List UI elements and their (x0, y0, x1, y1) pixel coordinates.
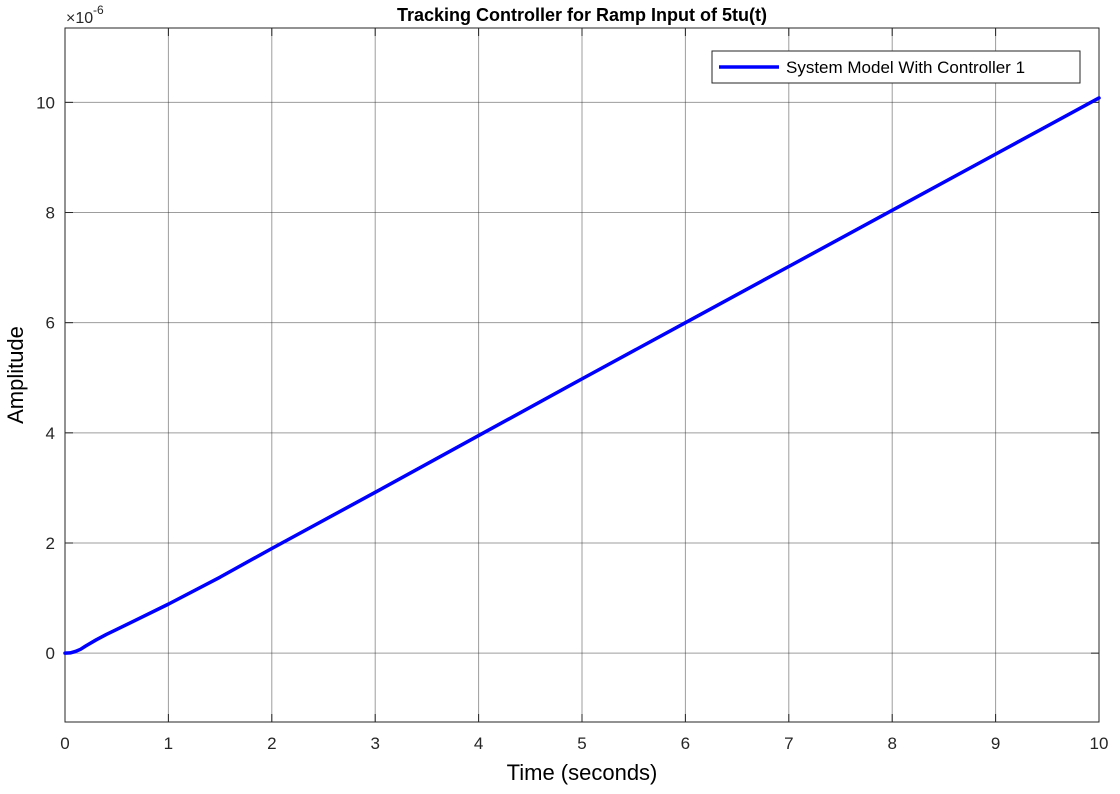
x-tick-label: 7 (784, 734, 793, 753)
tick-marks (64, 28, 1100, 722)
y-tick-label: 2 (46, 534, 55, 553)
x-tick-label: 3 (370, 734, 379, 753)
y-tick-label: 4 (46, 424, 55, 443)
y-tick-label: 8 (46, 204, 55, 223)
x-tick-label: 2 (267, 734, 276, 753)
x-axis-label: Time (seconds) (507, 760, 658, 785)
x-tick-labels: 0 1 2 3 4 5 6 7 8 9 10 (60, 734, 1108, 753)
x-tick-label: 10 (1090, 734, 1109, 753)
x-tick-label: 1 (164, 734, 173, 753)
x-tick-label: 8 (887, 734, 896, 753)
x-tick-label: 9 (991, 734, 1000, 753)
y-tick-label: 10 (36, 93, 55, 112)
y-axis-label: Amplitude (3, 326, 28, 424)
legend: System Model With Controller 1 (711, 50, 1081, 84)
y-exponent-base: ×10 (66, 10, 93, 27)
y-exponent-power: -6 (93, 3, 104, 17)
series-layer (63, 96, 1101, 655)
y-exponent-label: ×10 -6 (66, 3, 104, 27)
x-tick-label: 5 (577, 734, 586, 753)
y-tick-label: 6 (46, 314, 55, 333)
y-tick-label: 0 (46, 644, 55, 663)
legend-label: System Model With Controller 1 (786, 58, 1025, 77)
x-tick-label: 6 (681, 734, 690, 753)
x-tick-label: 4 (474, 734, 483, 753)
y-tick-labels: 0 2 4 6 8 10 (36, 93, 55, 663)
chart-title: Tracking Controller for Ramp Input of 5t… (397, 5, 767, 25)
x-tick-label: 0 (60, 734, 69, 753)
plot-area (65, 28, 1099, 722)
series-line-0 (63, 96, 1101, 655)
